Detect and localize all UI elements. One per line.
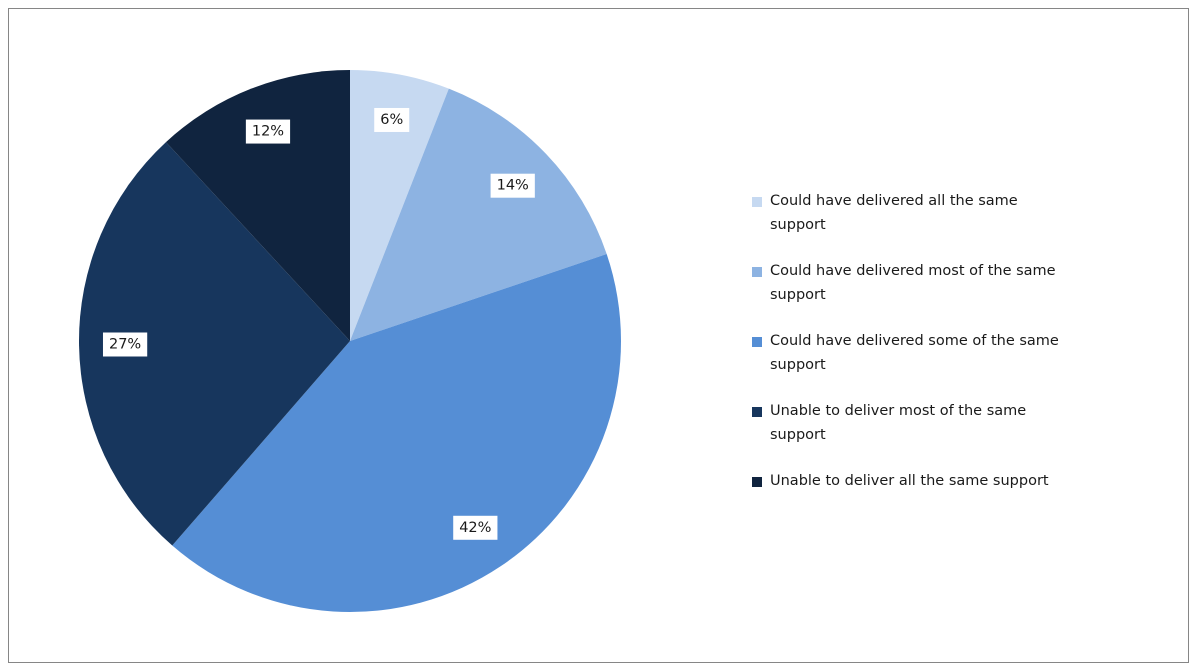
data-label: 6%	[374, 107, 410, 132]
legend: Could have delivered all the same suppor…	[752, 192, 1092, 542]
data-label-background	[245, 119, 291, 144]
data-label-background	[490, 173, 535, 198]
legend-label: Could have delivered most of the same su…	[770, 263, 1056, 303]
legend-item-all-same: Could have delivered all the same suppor…	[752, 192, 1092, 262]
legend-swatch	[752, 477, 762, 487]
data-label-background	[102, 332, 148, 357]
legend-swatch	[752, 267, 762, 277]
pie-slice	[350, 88, 607, 341]
data-label-text: 6%	[380, 112, 403, 128]
legend-item-most-same: Could have delivered most of the same su…	[752, 262, 1092, 332]
pie-slice	[172, 254, 621, 612]
legend-item-unable-all: Unable to deliver all the same support	[752, 472, 1092, 542]
data-label: 14%	[490, 173, 535, 198]
pie-slice	[79, 142, 351, 546]
data-label-background	[453, 515, 498, 540]
data-label-text: 27%	[109, 336, 141, 352]
data-label-text: 12%	[252, 124, 284, 140]
pie-slice	[350, 70, 449, 341]
legend-swatch	[752, 407, 762, 417]
data-label: 12%	[245, 119, 291, 144]
legend-label: Unable to deliver all the same support	[770, 473, 1049, 489]
data-label-text: 42%	[459, 520, 491, 536]
pie-slice	[165, 70, 350, 341]
legend-item-unable-most: Unable to deliver most of the same suppo…	[752, 402, 1092, 472]
legend-swatch	[752, 337, 762, 347]
legend-swatch	[752, 197, 762, 207]
data-label-background	[374, 107, 410, 132]
data-label: 42%	[453, 515, 498, 540]
legend-item-some-same: Could have delivered some of the same su…	[752, 332, 1092, 402]
legend-label: Could have delivered some of the same su…	[770, 333, 1059, 373]
legend-label: Could have delivered all the same suppor…	[770, 193, 1018, 233]
legend-label: Unable to deliver most of the same suppo…	[770, 403, 1027, 443]
data-label-text: 14%	[497, 178, 529, 194]
data-label: 27%	[102, 332, 148, 357]
